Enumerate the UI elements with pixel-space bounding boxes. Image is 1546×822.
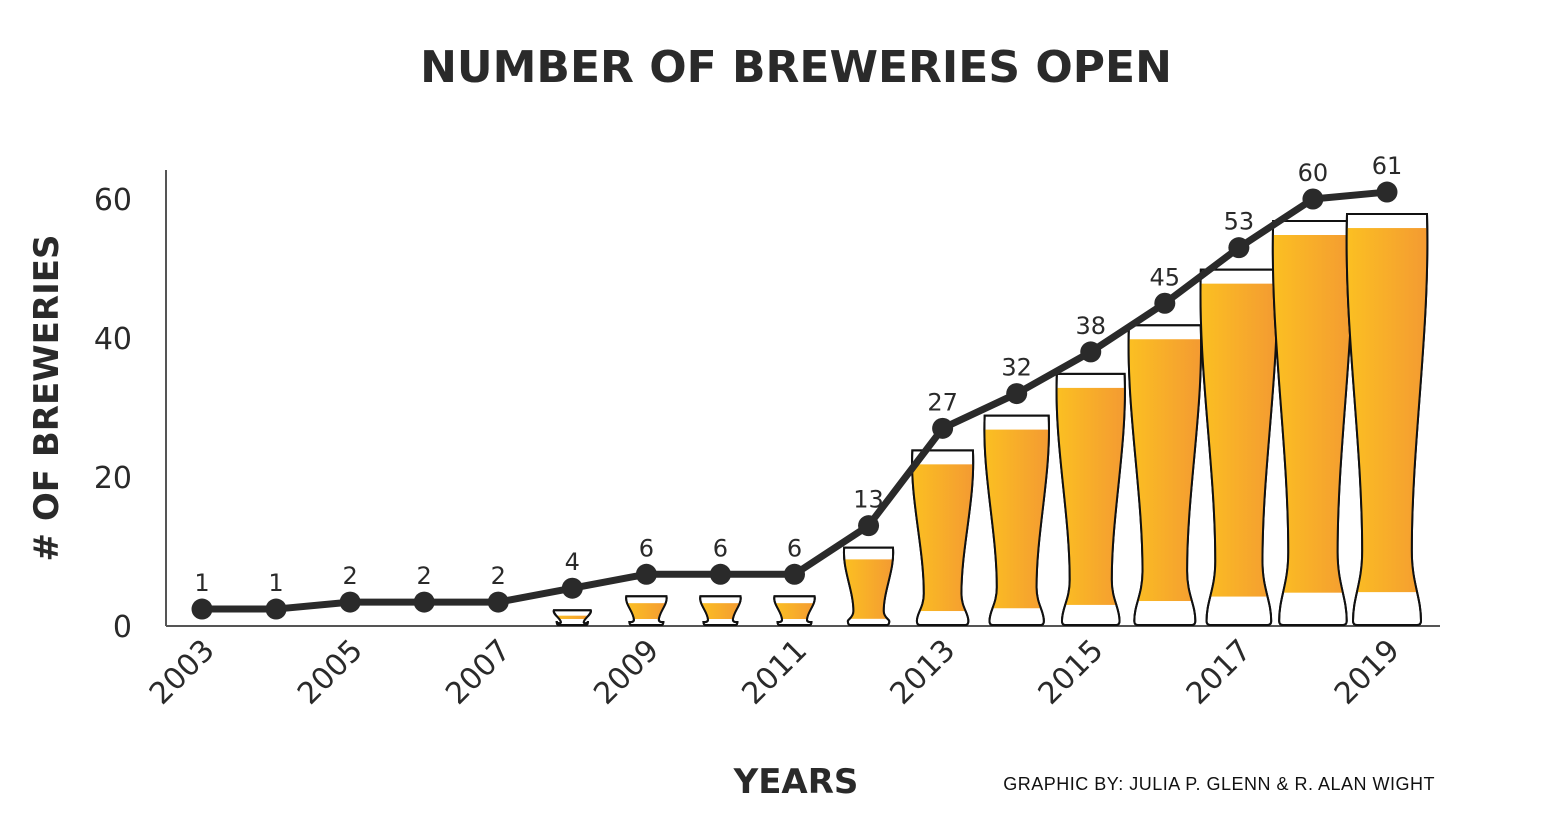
data-label: 13 — [853, 486, 884, 514]
x-tick-label: 2007 — [439, 633, 518, 712]
glass-rim — [1055, 372, 1126, 626]
data-labels-layer: 1 1 2 2 2 4 6 6 6 13 27 32 38 45 53 60 61 — [194, 152, 1402, 597]
data-point — [487, 591, 509, 613]
x-tick-label: 2015 — [1032, 633, 1111, 712]
x-tick-label: 2017 — [1180, 633, 1259, 712]
data-point — [1302, 188, 1324, 210]
data-point — [191, 598, 213, 620]
beer-glass — [625, 595, 668, 626]
data-point — [413, 591, 435, 613]
data-label: 6 — [713, 534, 728, 562]
y-tick-label: 20 — [94, 461, 132, 496]
beer-glass — [911, 449, 975, 626]
data-label: 45 — [1150, 263, 1181, 291]
y-ticks-layer: 0 20 40 60 — [94, 183, 132, 645]
data-point — [635, 563, 657, 585]
glass-rim — [699, 595, 742, 626]
data-label: 27 — [927, 388, 958, 416]
y-tick-label: 40 — [94, 322, 132, 357]
data-point — [1006, 383, 1028, 405]
beer-glasses-layer — [552, 213, 1429, 626]
glass-rim — [625, 595, 668, 626]
x-tick-label: 2013 — [884, 633, 963, 712]
credit-text: GRAPHIC BY: JULIA P. GLENN & R. ALAN WIG… — [1003, 774, 1435, 794]
y-tick-label: 60 — [94, 183, 132, 218]
data-points-layer — [191, 181, 1398, 620]
beer-glass — [552, 609, 592, 626]
data-point — [1080, 341, 1102, 363]
data-label: 2 — [417, 562, 432, 590]
glass-rim — [1199, 268, 1279, 626]
data-label: 4 — [565, 548, 580, 576]
glass-rim — [552, 609, 592, 626]
data-label: 6 — [639, 534, 654, 562]
data-point — [1154, 292, 1176, 314]
data-label: 6 — [787, 534, 802, 562]
glass-rim — [983, 414, 1050, 626]
data-point — [932, 417, 954, 439]
data-point — [1228, 237, 1250, 259]
beer-fill — [553, 615, 591, 619]
data-label: 1 — [268, 569, 283, 597]
data-label: 1 — [194, 569, 209, 597]
x-tick-label: 2005 — [291, 633, 370, 712]
x-ticks-layer: 2003 2005 2007 2009 2011 2013 2015 2017 2019 — [143, 633, 1407, 712]
glass-rim — [1271, 220, 1355, 626]
data-point — [561, 577, 583, 599]
x-axis-title: YEARS — [733, 762, 859, 802]
data-point — [784, 563, 805, 585]
data-point — [1376, 181, 1398, 203]
data-label: 2 — [342, 562, 357, 590]
data-point — [709, 563, 731, 585]
data-label: 53 — [1224, 208, 1255, 236]
x-tick-label: 2019 — [1328, 633, 1407, 712]
data-label: 61 — [1372, 152, 1403, 180]
glass-rim — [1345, 213, 1429, 626]
x-tick-label: 2011 — [735, 633, 814, 712]
beer-fill — [700, 603, 741, 619]
beer-glass — [842, 546, 895, 626]
x-tick-label: 2009 — [587, 633, 666, 712]
data-label: 38 — [1075, 312, 1106, 340]
glass-rim — [842, 546, 895, 626]
data-point — [339, 591, 361, 613]
data-point — [265, 598, 287, 620]
glass-rim — [911, 449, 975, 626]
data-point — [858, 515, 880, 537]
y-tick-label: 0 — [113, 610, 132, 645]
beer-fill — [774, 603, 815, 619]
data-label: 2 — [491, 562, 506, 590]
beer-fill — [843, 559, 894, 619]
x-tick-label: 2003 — [143, 633, 222, 712]
glass-rim — [1127, 324, 1203, 626]
chart-title: NUMBER OF BREWERIES OPEN — [420, 42, 1172, 93]
beer-fill — [626, 603, 667, 619]
data-label: 60 — [1298, 159, 1329, 187]
glass-rim — [773, 595, 816, 626]
beer-glass — [773, 595, 816, 626]
y-axis-title: # OF BREWERIES — [27, 235, 67, 562]
data-label: 32 — [1001, 354, 1032, 382]
beer-glass — [699, 595, 742, 626]
